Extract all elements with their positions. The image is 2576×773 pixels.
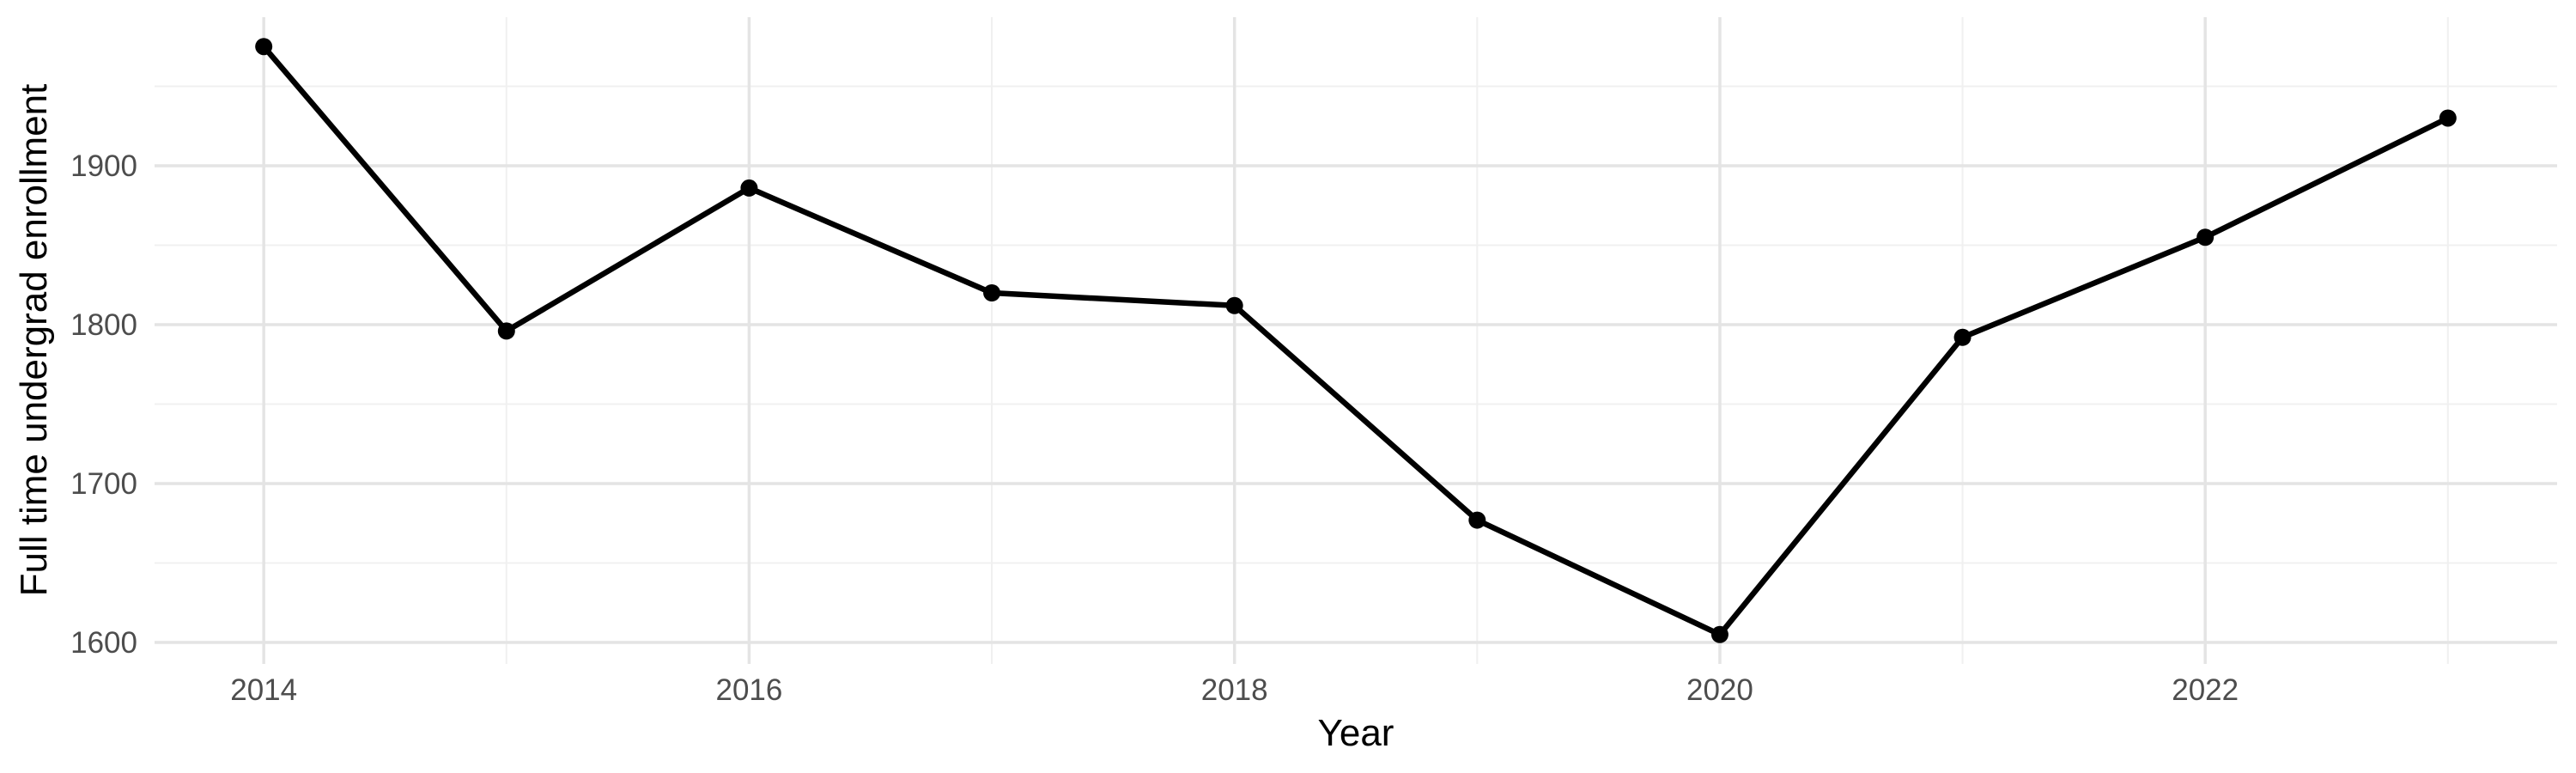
data-point-2019 bbox=[1468, 511, 1486, 529]
series-layer bbox=[255, 38, 2457, 643]
data-point-2017 bbox=[983, 283, 1001, 301]
data-point-2018 bbox=[1225, 296, 1243, 314]
data-point-2016 bbox=[740, 179, 758, 197]
data-point-2015 bbox=[497, 322, 515, 340]
major-gridlines bbox=[155, 17, 2557, 664]
y-axis-title: Full time undergrad enrollment bbox=[13, 84, 55, 597]
x-tick-label-2014: 2014 bbox=[230, 673, 297, 707]
data-point-2022 bbox=[2196, 228, 2215, 247]
x-axis-title: Year bbox=[1318, 712, 1394, 754]
tick-labels: 2014 2016 2018 2020 2022 1600 1700 1800 1900 bbox=[70, 149, 2239, 707]
x-tick-label-2018: 2018 bbox=[1201, 673, 1268, 707]
y-tick-label-1600: 1600 bbox=[70, 626, 137, 660]
x-tick-label-2022: 2022 bbox=[2172, 673, 2239, 707]
data-point-2023 bbox=[2439, 109, 2457, 127]
y-tick-label-1900: 1900 bbox=[70, 149, 137, 183]
data-point-2020 bbox=[1710, 625, 1728, 643]
data-point-2021 bbox=[1953, 328, 1971, 346]
x-tick-label-2020: 2020 bbox=[1686, 673, 1753, 707]
y-tick-label-1800: 1800 bbox=[70, 308, 137, 342]
enrollment-series-line bbox=[261, 45, 2450, 638]
x-tick-label-2016: 2016 bbox=[715, 673, 782, 707]
y-tick-label-1700: 1700 bbox=[70, 467, 137, 501]
minor-gridlines bbox=[155, 17, 2557, 664]
data-point-2014 bbox=[255, 38, 273, 56]
